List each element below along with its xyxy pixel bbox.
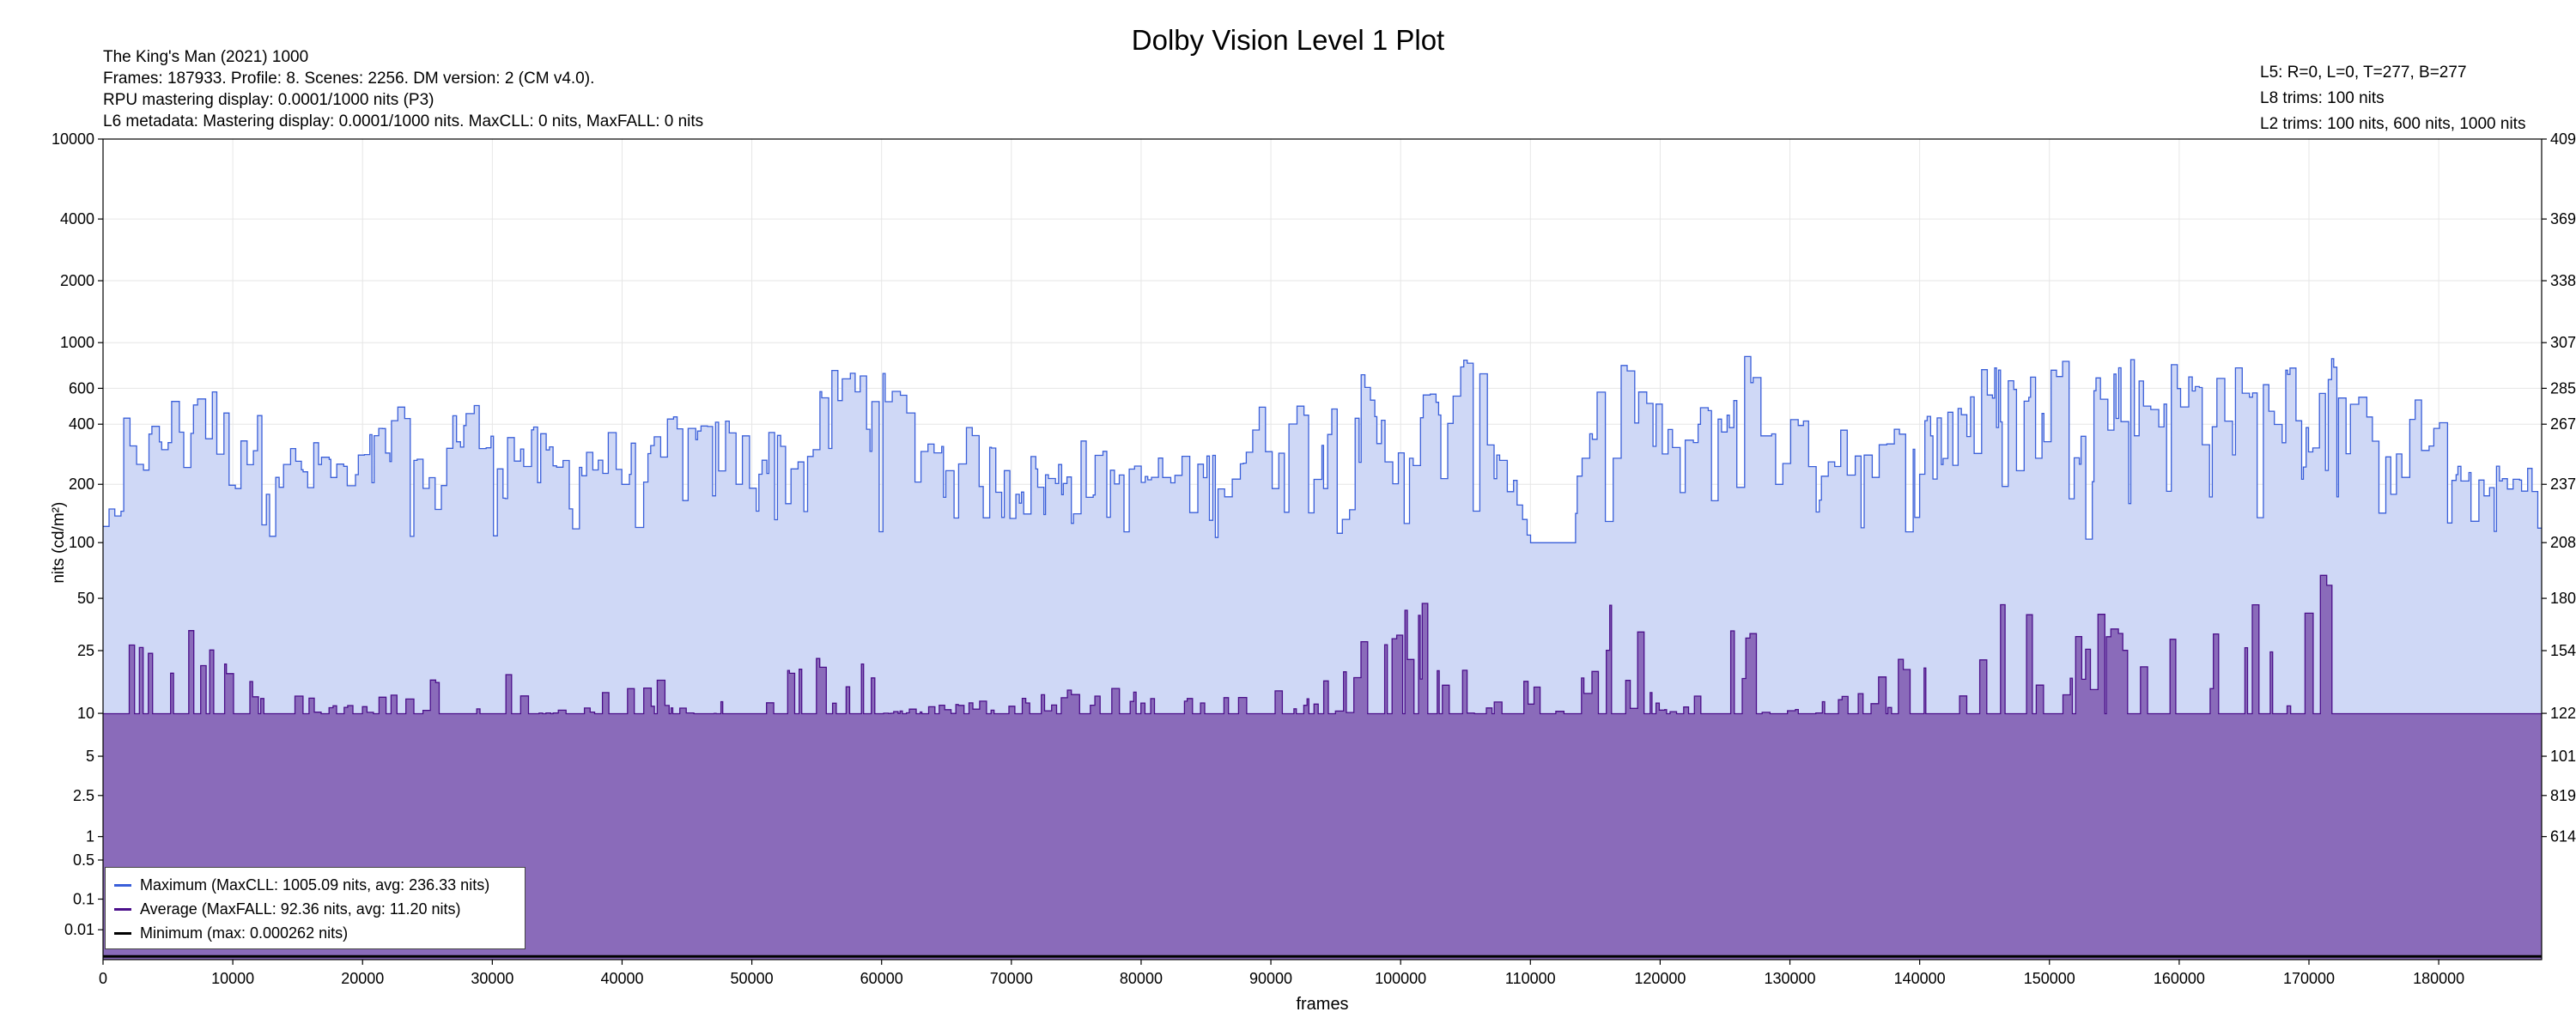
x-tick-label: 180000	[2413, 970, 2464, 987]
y2-tick-label: 3388	[2550, 272, 2576, 289]
x-tick-label: 60000	[860, 970, 903, 987]
x-tick-label: 140000	[1894, 970, 1946, 987]
info-line: Frames: 187933. Profile: 8. Scenes: 2256…	[103, 70, 595, 88]
max-series-line	[103, 355, 2542, 543]
y2-tick-label: 1542	[2550, 642, 2576, 659]
x-tick-label: 0	[99, 970, 107, 987]
x-tick-label: 10000	[211, 970, 254, 987]
y-tick-label: 100	[69, 534, 94, 551]
y-tick-label: 200	[69, 476, 94, 493]
x-tick-label: 170000	[2283, 970, 2335, 987]
legend-label: Average (MaxFALL: 92.36 nits, avg: 11.20…	[140, 900, 461, 918]
info-line: L2 trims: 100 nits, 600 nits, 1000 nits	[2260, 115, 2526, 133]
info-line: The King's Man (2021) 1000	[103, 48, 309, 66]
legend-label: Minimum (max: 0.000262 nits)	[140, 924, 349, 942]
x-tick-label: 40000	[600, 970, 643, 987]
y-tick-label: 50	[77, 590, 94, 607]
y-tick-label: 600	[69, 379, 94, 397]
y-tick-label: 0.5	[73, 851, 94, 869]
x-tick-label: 150000	[2024, 970, 2075, 987]
y-axis-label: nits (cd/m²)	[50, 502, 68, 584]
x-tick-label: 120000	[1634, 970, 1686, 987]
metadata-info-left: The King's Man (2021) 1000 Frames: 18793…	[103, 46, 703, 132]
y-tick-label: 0.1	[73, 890, 94, 907]
y-tick-label: 10	[77, 705, 94, 722]
y2-tick-label: 1015	[2550, 748, 2576, 765]
y2-tick-label: 819	[2550, 787, 2576, 804]
x-tick-label: 160000	[2154, 970, 2205, 987]
avg-series-area	[103, 575, 2542, 960]
y2-tick-label: 4095	[2550, 130, 2576, 148]
y-tick-label: 2.5	[73, 787, 94, 804]
legend-swatch-maximum	[114, 883, 131, 887]
x-tick-label: 110000	[1505, 970, 1556, 987]
y-tick-label: 1000	[60, 334, 94, 351]
x-tick-label: 90000	[1249, 970, 1292, 987]
y-tick-label: 25	[77, 642, 94, 659]
metadata-info-right: L5: R=0, L=0, T=277, B=277 L8 trims: 100…	[2260, 60, 2525, 137]
y2-tick-label: 1229	[2550, 705, 2576, 722]
y-tick-label: 0.01	[64, 921, 94, 938]
x-tick-label: 50000	[731, 970, 774, 987]
y-tick-label: 2000	[60, 272, 94, 289]
avg-series	[103, 574, 2542, 960]
legend-item-minimum: Minimum (max: 0.000262 nits)	[114, 921, 516, 945]
y-tick-label: 1	[86, 828, 94, 845]
legend-swatch-minimum	[114, 931, 131, 935]
legend-swatch-average	[114, 907, 131, 911]
info-line: L8 trims: 100 nits	[2260, 89, 2385, 107]
x-tick-label: 100000	[1375, 970, 1426, 987]
chart-title: Dolby Vision Level 1 Plot	[1131, 24, 1445, 56]
axis-ticks: 1000040002000100060040020010050251052.51…	[52, 130, 2576, 987]
x-tick-label: 30000	[471, 970, 513, 987]
x-tick-label: 130000	[1764, 970, 1815, 987]
x-tick-label: 80000	[1120, 970, 1163, 987]
legend-item-maximum: Maximum (MaxCLL: 1005.09 nits, avg: 236.…	[114, 873, 516, 897]
y2-tick-label: 3696	[2550, 210, 2576, 227]
x-tick-label: 20000	[341, 970, 384, 987]
legend: Maximum (MaxCLL: 1005.09 nits, avg: 236.…	[105, 867, 526, 949]
info-line: L5: R=0, L=0, T=277, B=277	[2260, 64, 2467, 82]
y2-tick-label: 3079	[2550, 334, 2576, 351]
y2-tick-label: 1803	[2550, 590, 2576, 607]
info-line: RPU mastering display: 0.0001/1000 nits …	[103, 91, 434, 109]
info-line: L6 metadata: Mastering display: 0.0001/1…	[103, 112, 704, 130]
x-axis-label: frames	[1296, 995, 1348, 1014]
x-tick-label: 70000	[990, 970, 1033, 987]
legend-label: Maximum (MaxCLL: 1005.09 nits, avg: 236.…	[140, 876, 490, 894]
plot-frame	[102, 138, 2543, 960]
y-tick-label: 10000	[52, 130, 94, 148]
y2-tick-label: 2851	[2550, 379, 2576, 397]
avg-series-line	[103, 574, 2542, 715]
y-tick-label: 400	[69, 415, 94, 433]
y-tick-label: 5	[86, 748, 94, 765]
y2-tick-label: 614	[2550, 828, 2576, 845]
legend-item-average: Average (MaxFALL: 92.36 nits, avg: 11.20…	[114, 897, 516, 921]
y-tick-label: 4000	[60, 210, 94, 227]
